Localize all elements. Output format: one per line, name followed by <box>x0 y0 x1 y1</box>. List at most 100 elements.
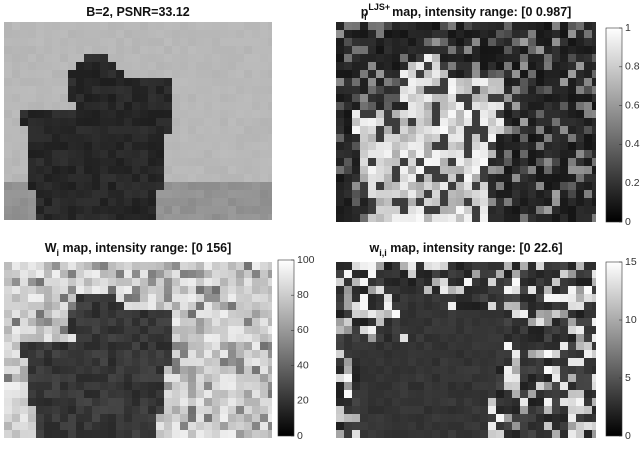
pixel-block <box>400 142 408 150</box>
pixel-block <box>496 390 504 398</box>
pixel-block <box>464 174 472 182</box>
pixel-block <box>148 158 156 166</box>
pixel-block <box>488 182 496 190</box>
pixel-block <box>140 78 148 86</box>
pixel-block <box>536 94 544 102</box>
pixel-block <box>376 422 384 430</box>
pixel-block <box>360 174 368 182</box>
pixel-block <box>156 270 164 278</box>
pixel-block <box>512 190 520 198</box>
pixel-block <box>180 158 188 166</box>
pixel-block <box>68 358 76 366</box>
pixel-block <box>180 422 188 430</box>
pixel-block <box>584 174 592 182</box>
pixel-block <box>260 310 268 318</box>
pixel-block <box>384 350 392 358</box>
pixel-block <box>180 406 188 414</box>
pixel-block <box>576 118 584 126</box>
pixel-block <box>140 118 148 126</box>
pixel-block <box>156 62 164 70</box>
pixel-block <box>212 326 220 334</box>
pixel-block <box>12 422 20 430</box>
pixel-block <box>172 398 180 406</box>
pixel-block <box>196 198 204 206</box>
pixel-block <box>188 318 196 326</box>
pixel-block <box>528 286 536 294</box>
pixel-block <box>68 134 76 142</box>
pixel-block <box>536 342 544 350</box>
pixel-block <box>44 358 52 366</box>
pixel-block <box>584 422 592 430</box>
pixel-block <box>400 214 408 222</box>
pixel-block <box>448 30 456 38</box>
pixel-block <box>188 358 196 366</box>
pixel-block <box>488 94 496 102</box>
pixel-block <box>196 326 204 334</box>
pixel-block <box>28 206 36 214</box>
pixel-block <box>12 118 20 126</box>
pixel-block <box>132 294 140 302</box>
pixel-block <box>228 182 236 190</box>
pixel-block <box>212 198 220 206</box>
pixel-block <box>440 86 448 94</box>
pixel-block <box>512 62 520 70</box>
pixel-block <box>488 126 496 134</box>
pixel-block <box>368 206 376 214</box>
pixel-block <box>496 86 504 94</box>
pixel-block <box>552 190 560 198</box>
pixel-block <box>172 270 180 278</box>
pixel-block <box>236 86 244 94</box>
pixel-block <box>36 366 44 374</box>
pixel-block <box>28 78 36 86</box>
pixel-block <box>552 390 560 398</box>
pixel-block <box>196 22 204 30</box>
pixel-block <box>552 326 560 334</box>
pixel-block <box>164 198 172 206</box>
pixel-block <box>4 318 12 326</box>
pixel-block <box>576 182 584 190</box>
pixel-block <box>440 30 448 38</box>
pixel-block <box>368 318 376 326</box>
pixel-block <box>36 142 44 150</box>
pixel-block <box>108 214 116 220</box>
pixel-block <box>76 414 84 422</box>
pixel-block <box>496 182 504 190</box>
pixel-block <box>252 134 260 142</box>
pixel-block <box>188 166 196 174</box>
pixel-block <box>260 286 268 294</box>
pixel-block <box>488 46 496 54</box>
pixel-block <box>496 134 504 142</box>
pixel-block <box>4 422 12 430</box>
pixel-block <box>336 62 344 70</box>
pixel-block <box>512 198 520 206</box>
pixel-block <box>480 398 488 406</box>
pixel-block <box>504 118 512 126</box>
pixel-block <box>520 102 528 110</box>
pixel-block <box>400 262 408 270</box>
pixel-block <box>92 366 100 374</box>
pixel-block <box>228 206 236 214</box>
pixel-block <box>504 174 512 182</box>
pixel-block <box>456 174 464 182</box>
image <box>4 262 272 438</box>
pixel-block <box>236 118 244 126</box>
pixel-block <box>28 30 36 38</box>
pixel-block <box>124 70 132 78</box>
pixel-block <box>552 294 560 302</box>
pixel-block <box>368 86 376 94</box>
pixel-block <box>352 350 360 358</box>
pixel-block <box>448 126 456 134</box>
pixel-block <box>4 46 12 54</box>
pixel-block <box>448 302 456 310</box>
pixel-block <box>416 110 424 118</box>
pixel-block <box>496 190 504 198</box>
pixel-block <box>448 70 456 78</box>
pixel-block <box>196 126 204 134</box>
pixel-block <box>92 182 100 190</box>
pixel-block <box>560 422 568 430</box>
pixel-block <box>36 406 44 414</box>
pixel-block <box>512 70 520 78</box>
pixel-block <box>432 46 440 54</box>
pixel-block <box>156 182 164 190</box>
pixel-block <box>244 30 252 38</box>
